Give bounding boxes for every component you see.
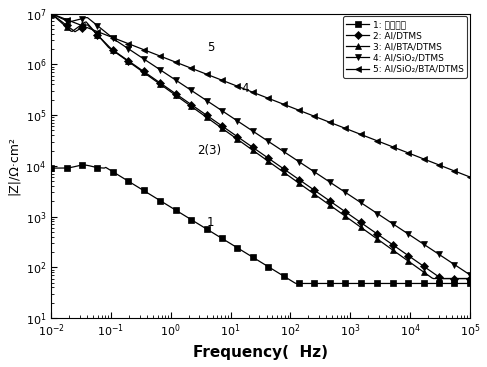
Text: 5: 5: [207, 41, 214, 54]
5: Al/SiO₂/BTA/DTMS: (2.21e+04, 1.21e+04): Al/SiO₂/BTA/DTMS: (2.21e+04, 1.21e+04): [428, 159, 433, 164]
Line: 2: Al/DTMS: 2: Al/DTMS: [49, 11, 472, 281]
1: 裸铝合金: (8.84e+03, 48): 裸铝合金: (8.84e+03, 48): [404, 281, 410, 286]
1: 裸铝合金: (2.46e+04, 48): 裸铝合金: (2.46e+04, 48): [431, 281, 436, 286]
3: Al/BTA/DTMS: (7.94e+03, 152): Al/BTA/DTMS: (7.94e+03, 152): [401, 256, 407, 260]
5: Al/SiO₂/BTA/DTMS: (139, 1.24e+05): Al/SiO₂/BTA/DTMS: (139, 1.24e+05): [296, 108, 302, 112]
2: Al/DTMS: (139, 5.36e+03): Al/DTMS: (139, 5.36e+03): [296, 177, 302, 182]
5: Al/SiO₂/BTA/DTMS: (7.94e+03, 1.93e+04): Al/SiO₂/BTA/DTMS: (7.94e+03, 1.93e+04): [401, 149, 407, 153]
Legend: 1: 裸铝合金, 2: Al/DTMS, 3: Al/BTA/DTMS, 4: Al/SiO₂/DTMS, 5: Al/SiO₂/BTA/DTMS: 1: 裸铝合金, 2: Al/DTMS, 3: Al/BTA/DTMS, 4: …: [343, 16, 467, 77]
1: 裸铝合金: (0.01, 9e+03): 裸铝合金: (0.01, 9e+03): [48, 166, 54, 170]
2: Al/DTMS: (192, 4.11e+03): Al/DTMS: (192, 4.11e+03): [304, 183, 310, 188]
1: 裸铝合金: (155, 48): 裸铝合金: (155, 48): [299, 281, 305, 286]
4: Al/SiO₂/DTMS: (0.01, 1e+07): Al/SiO₂/DTMS: (0.01, 1e+07): [48, 11, 54, 16]
2: Al/DTMS: (2.21e+04, 84.1): Al/DTMS: (2.21e+04, 84.1): [428, 269, 433, 273]
2: Al/DTMS: (3.4e+04, 60): Al/DTMS: (3.4e+04, 60): [439, 276, 445, 281]
4: Al/SiO₂/DTMS: (2.21e+04, 231): Al/SiO₂/DTMS: (2.21e+04, 231): [428, 247, 433, 251]
4: Al/SiO₂/DTMS: (147, 1.16e+04): Al/SiO₂/DTMS: (147, 1.16e+04): [298, 160, 303, 165]
2: Al/DTMS: (1e+05, 60): Al/DTMS: (1e+05, 60): [467, 276, 473, 281]
5: Al/SiO₂/BTA/DTMS: (192, 1.07e+05): Al/SiO₂/BTA/DTMS: (192, 1.07e+05): [304, 111, 310, 116]
Line: 4: Al/SiO₂/DTMS: 4: Al/SiO₂/DTMS: [49, 11, 472, 277]
3: Al/BTA/DTMS: (192, 3.46e+03): Al/BTA/DTMS: (192, 3.46e+03): [304, 187, 310, 191]
3: Al/BTA/DTMS: (139, 4.54e+03): Al/BTA/DTMS: (139, 4.54e+03): [296, 181, 302, 185]
X-axis label: Frequency(  Hz): Frequency( Hz): [193, 345, 328, 360]
5: Al/SiO₂/BTA/DTMS: (147, 1.21e+05): Al/SiO₂/BTA/DTMS: (147, 1.21e+05): [298, 109, 303, 113]
Line: 5: Al/SiO₂/BTA/DTMS: 5: Al/SiO₂/BTA/DTMS: [49, 11, 472, 179]
2: Al/DTMS: (147, 5.13e+03): Al/DTMS: (147, 5.13e+03): [298, 178, 303, 183]
Text: 1: 1: [207, 216, 214, 229]
4: Al/SiO₂/DTMS: (1e+05, 71.3): Al/SiO₂/DTMS: (1e+05, 71.3): [467, 273, 473, 277]
4: Al/SiO₂/DTMS: (0.0106, 9.71e+06): Al/SiO₂/DTMS: (0.0106, 9.71e+06): [50, 12, 56, 17]
4: Al/SiO₂/DTMS: (192, 9.36e+03): Al/SiO₂/DTMS: (192, 9.36e+03): [304, 165, 310, 170]
3: Al/BTA/DTMS: (0.0106, 9.45e+06): Al/BTA/DTMS: (0.0106, 9.45e+06): [50, 12, 56, 17]
5: Al/SiO₂/BTA/DTMS: (0.01, 1e+07): Al/SiO₂/BTA/DTMS: (0.01, 1e+07): [48, 11, 54, 16]
3: Al/BTA/DTMS: (1e+05, 60): Al/BTA/DTMS: (1e+05, 60): [467, 276, 473, 281]
5: Al/SiO₂/BTA/DTMS: (1e+05, 6.03e+03): Al/SiO₂/BTA/DTMS: (1e+05, 6.03e+03): [467, 175, 473, 179]
1: 裸铝合金: (214, 48): 裸铝合金: (214, 48): [307, 281, 313, 286]
1: 裸铝合金: (1e+05, 48): 裸铝合金: (1e+05, 48): [467, 281, 473, 286]
3: Al/BTA/DTMS: (0.01, 1e+07): Al/BTA/DTMS: (0.01, 1e+07): [48, 11, 54, 16]
1: 裸铝合金: (0.0346, 1.03e+04): 裸铝合金: (0.0346, 1.03e+04): [80, 163, 86, 167]
Line: 1: 裸铝合金: 1: 裸铝合金: [49, 163, 472, 286]
Text: 4: 4: [241, 82, 248, 95]
2: Al/DTMS: (7.94e+03, 195): Al/DTMS: (7.94e+03, 195): [401, 250, 407, 255]
1: 裸铝合金: (0.0106, 9e+03): 裸铝合金: (0.0106, 9e+03): [50, 166, 56, 170]
1: 裸铝合金: (125, 48): 裸铝合金: (125, 48): [293, 281, 299, 286]
2: Al/DTMS: (0.0106, 9.53e+06): Al/DTMS: (0.0106, 9.53e+06): [50, 12, 56, 17]
3: Al/BTA/DTMS: (2.21e+04, 64.4): Al/BTA/DTMS: (2.21e+04, 64.4): [428, 275, 433, 279]
2: Al/DTMS: (0.01, 1e+07): Al/DTMS: (0.01, 1e+07): [48, 11, 54, 16]
Text: 2(3): 2(3): [198, 144, 222, 157]
Line: 3: Al/BTA/DTMS: 3: Al/BTA/DTMS: [49, 11, 472, 281]
4: Al/SiO₂/DTMS: (139, 1.21e+04): Al/SiO₂/DTMS: (139, 1.21e+04): [296, 160, 302, 164]
1: 裸铝合金: (164, 48): 裸铝合金: (164, 48): [300, 281, 306, 286]
3: Al/BTA/DTMS: (2.46e+04, 60): Al/BTA/DTMS: (2.46e+04, 60): [431, 276, 436, 281]
3: Al/BTA/DTMS: (147, 4.34e+03): Al/BTA/DTMS: (147, 4.34e+03): [298, 182, 303, 186]
5: Al/SiO₂/BTA/DTMS: (0.0106, 9.76e+06): Al/SiO₂/BTA/DTMS: (0.0106, 9.76e+06): [50, 12, 56, 16]
4: Al/SiO₂/DTMS: (7.94e+03, 515): Al/SiO₂/DTMS: (7.94e+03, 515): [401, 229, 407, 233]
Y-axis label: |Z|/Ω·cm²: |Z|/Ω·cm²: [7, 136, 20, 195]
